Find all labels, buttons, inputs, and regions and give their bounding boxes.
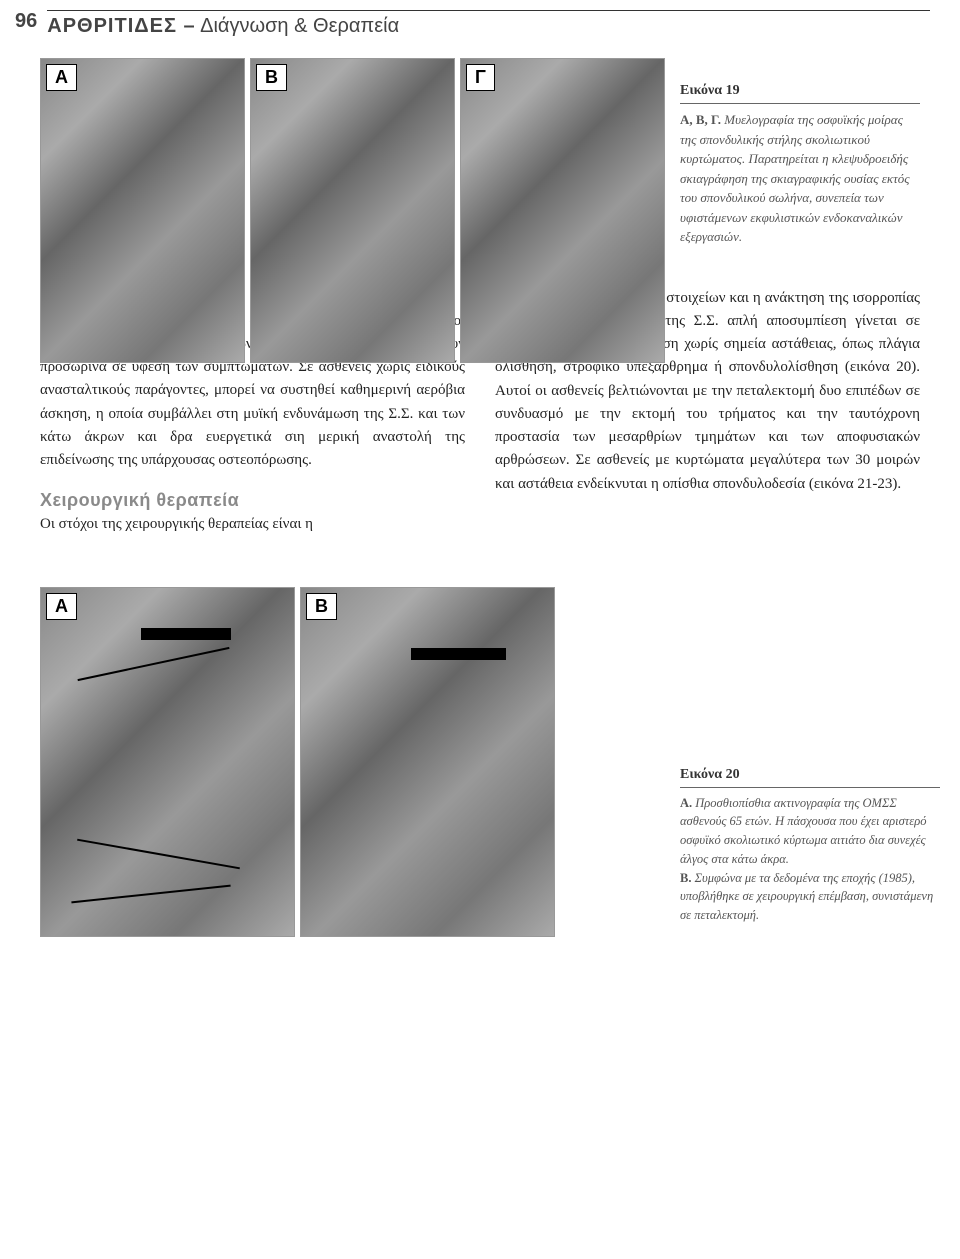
- redaction-bar: [411, 648, 506, 660]
- xray-image-placeholder: [301, 588, 554, 936]
- figure-20-label-a: Α.: [680, 796, 692, 810]
- figure-20-panel-a: Α: [40, 587, 295, 937]
- figure-20-title: Εικόνα 20: [680, 767, 940, 788]
- figure-19-label: Α, Β, Γ.: [680, 112, 721, 127]
- figure-20-text: Α. Προσθιοπίσθια ακτινογραφία της ΟΜΣΣ α…: [680, 794, 940, 925]
- figure-20-label-b: Β.: [680, 871, 691, 885]
- figure-19-panel-c: Γ: [460, 58, 665, 363]
- panel-label-b: Β: [256, 64, 287, 91]
- figure-19-text: Α, Β, Γ. Μυελογραφία της οσφυϊκής μοίρας…: [680, 110, 920, 247]
- xray-image-placeholder: [251, 59, 454, 362]
- chapter-title-row: ΑΡΘΡΙΤΙΔΕΣ – Διάγνωση & Θεραπεία: [47, 10, 930, 38]
- chapter-title-rest: Διάγνωση & Θεραπεία: [196, 15, 400, 37]
- panel-label-b: Β: [306, 593, 337, 620]
- chapter-title-bold: ΑΡΘΡΙΤΙΔΕΣ –: [47, 15, 195, 37]
- chapter-title: ΑΡΘΡΙΤΙΔΕΣ – Διάγνωση & Θεραπεία: [47, 15, 930, 38]
- surgical-para: Οι στόχοι της χειρουργικής θεραπείας είν…: [40, 513, 465, 536]
- xray-image-placeholder: [41, 588, 294, 936]
- xray-image-placeholder: [41, 59, 244, 362]
- figure-19-section: Α Β Γ Εικόνα 19 Α, Β, Γ. Μυελογραφία της…: [40, 58, 920, 247]
- figure-19-panel-a: Α: [40, 58, 245, 363]
- figure-20-panel-b: Β: [300, 587, 555, 937]
- panel-label-a: Α: [46, 64, 77, 91]
- redaction-bar: [141, 628, 231, 640]
- panel-label-a: Α: [46, 593, 77, 620]
- page-header: 96 ΑΡΘΡΙΤΙΔΕΣ – Διάγνωση & Θεραπεία: [0, 0, 960, 38]
- xray-image-placeholder: [461, 59, 664, 362]
- figure-20-text-b: Συμφώνα με τα δεδομένα της εποχής (1985)…: [680, 871, 933, 923]
- page-number: 96: [0, 10, 47, 33]
- heading-surgical: Χειρουργική θεραπεία: [40, 490, 465, 511]
- page-content: Α Β Γ Εικόνα 19 Α, Β, Γ. Μυελογραφία της…: [0, 38, 960, 955]
- figure-20-caption: Εικόνα 20 Α. Προσθιοπίσθια ακτινογραφία …: [680, 767, 940, 925]
- figure-19-caption: Εικόνα 19 Α, Β, Γ. Μυελογραφία της οσφυϊ…: [680, 83, 920, 247]
- figure-19-body: Μυελογραφία της οσφυϊκής μοίρας της σπον…: [680, 112, 910, 244]
- panel-label-c: Γ: [466, 64, 495, 91]
- figure-19-title: Εικόνα 19: [680, 83, 920, 104]
- figure-19-panel-b: Β: [250, 58, 455, 363]
- figure-20-text-a: Προσθιοπίσθια ακτινογραφία της ΟΜΣΣ ασθε…: [680, 796, 926, 866]
